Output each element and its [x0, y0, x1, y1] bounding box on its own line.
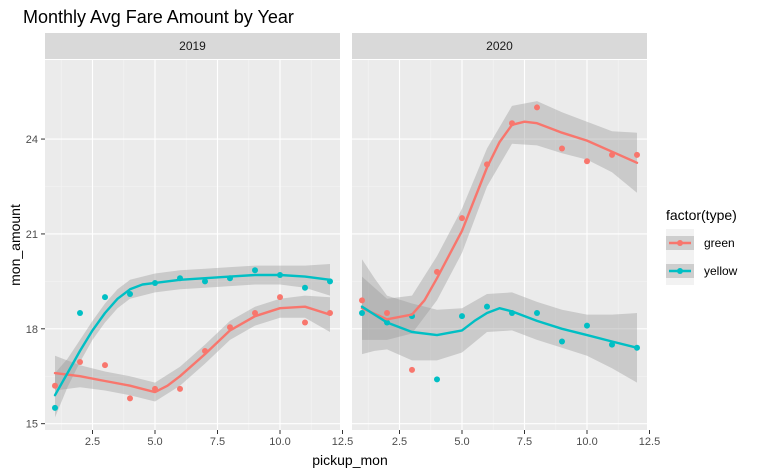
data-point-green: [102, 362, 108, 369]
series-layer-2019: [52, 264, 333, 418]
data-point-yellow: [584, 322, 590, 329]
data-point-green: [302, 319, 308, 326]
data-point-green: [177, 385, 183, 392]
strip-2020: [352, 33, 647, 59]
x-axis: 2.5 5.0 7.5 10.0 12.5 2.5 5.0 7.5 10.0 12.5: [85, 430, 660, 448]
x-tick-label: 5.0: [147, 436, 162, 448]
data-point-yellow: [484, 303, 490, 310]
panel-2019: 2019: [45, 33, 340, 430]
smooth-line-yellow: [360, 305, 639, 349]
x-tick-label: 7.5: [210, 436, 225, 448]
data-point-yellow: [359, 309, 365, 316]
legend-title: factor(type): [666, 207, 737, 223]
confidence-band-green: [55, 295, 330, 402]
y-tick-label: 15: [26, 419, 38, 431]
data-point-yellow: [102, 294, 108, 301]
x-tick-label: 10.0: [576, 436, 597, 448]
data-point-green: [409, 366, 415, 373]
x-tick-label: 7.5: [517, 436, 532, 448]
data-point-green: [77, 359, 83, 366]
data-point-yellow: [52, 404, 58, 411]
series-layer-2020: [359, 101, 640, 383]
data-point-yellow: [77, 309, 83, 316]
y-axis: 15 18 21 24: [26, 134, 45, 431]
gridlines-2019: [45, 60, 340, 430]
y-tick-label: 18: [26, 324, 38, 336]
data-point-green: [384, 309, 390, 316]
data-point-green: [559, 145, 565, 152]
data-point-green: [127, 395, 133, 402]
strip-label-2020: 2020: [486, 39, 513, 53]
smooth-line-yellow: [53, 273, 332, 397]
data-point-green: [359, 297, 365, 304]
strip-2019: [45, 33, 340, 59]
data-point-yellow: [202, 278, 208, 285]
x-tick-label: 12.5: [639, 436, 660, 448]
legend-items: green yellow: [666, 229, 738, 285]
confidence-band-green: [362, 101, 637, 340]
data-point-green: [459, 215, 465, 222]
plot-area-2019: [45, 60, 340, 430]
data-point-green: [634, 151, 640, 158]
x-tick-label: 2.5: [85, 436, 100, 448]
data-point-yellow: [559, 338, 565, 345]
confidence-band-yellow: [55, 264, 330, 418]
legend-point-yellow: [677, 268, 683, 274]
legend: factor(type) green yellow: [666, 207, 738, 285]
data-point-green: [584, 158, 590, 165]
x-tick-label: 2.5: [392, 436, 407, 448]
data-point-green: [277, 294, 283, 301]
legend-label-yellow: yellow: [704, 264, 738, 278]
legend-label-green: green: [704, 236, 735, 250]
data-point-yellow: [534, 309, 540, 316]
y-axis-title: mon_amount: [7, 204, 23, 286]
data-point-yellow: [127, 291, 133, 298]
smooth-line-green: [360, 120, 639, 321]
data-point-yellow: [434, 376, 440, 383]
chart-title: Monthly Avg Fare Amount by Year: [23, 7, 294, 27]
x-tick-label: 12.5: [332, 436, 353, 448]
y-tick-label: 21: [26, 229, 38, 241]
data-point-green: [534, 104, 540, 111]
panel-2020: 2020: [352, 33, 647, 430]
data-point-yellow: [302, 284, 308, 291]
plot-area-2020: [352, 60, 647, 430]
smooth-line-green: [53, 305, 332, 394]
x-axis-title: pickup_mon: [312, 452, 388, 468]
strip-label-2019: 2019: [179, 39, 206, 53]
data-point-green: [52, 382, 58, 389]
data-point-yellow: [252, 267, 258, 274]
data-point-yellow: [459, 313, 465, 320]
y-tick-label: 24: [26, 134, 38, 146]
legend-point-green: [677, 240, 683, 246]
x-tick-label: 5.0: [454, 436, 469, 448]
confidence-band-yellow: [362, 259, 637, 383]
x-tick-label: 10.0: [269, 436, 290, 448]
